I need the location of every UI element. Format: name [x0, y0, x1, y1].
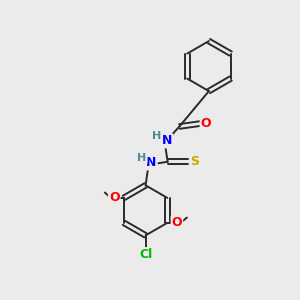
- Text: O: O: [201, 117, 211, 130]
- Text: S: S: [190, 155, 199, 168]
- Text: O: O: [109, 191, 120, 204]
- Text: Cl: Cl: [139, 248, 152, 261]
- Text: N: N: [162, 134, 172, 147]
- Text: O: O: [172, 216, 182, 230]
- Text: N: N: [146, 157, 157, 169]
- Text: H: H: [152, 131, 161, 141]
- Text: H: H: [137, 153, 147, 163]
